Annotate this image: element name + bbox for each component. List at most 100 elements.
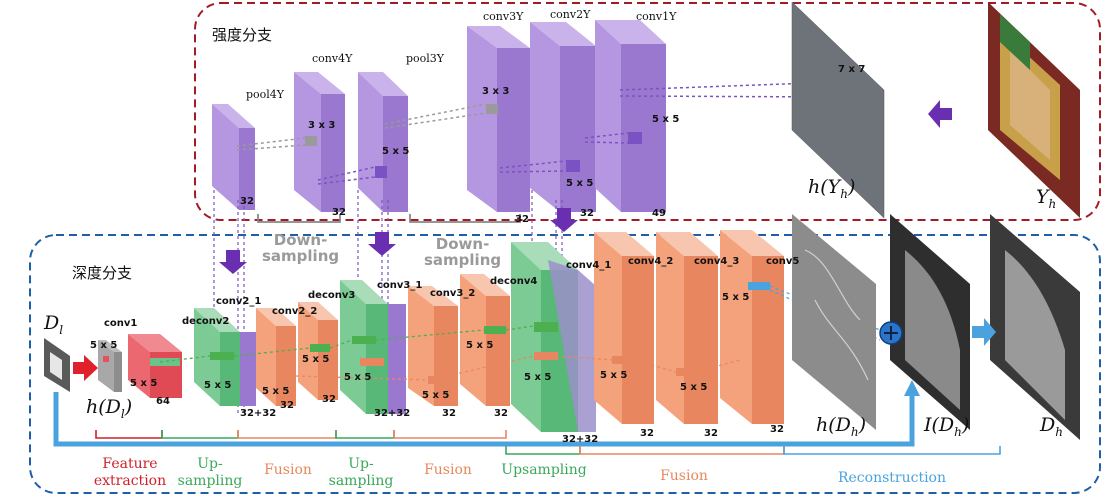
channel-label: 32 [640, 428, 654, 439]
Yh-color-image [988, 2, 1080, 218]
layer-conv3Y [467, 26, 530, 212]
stage-fusion-1: Fusion [264, 462, 312, 478]
kernel-cube [628, 132, 642, 144]
channel-label: 32 [332, 207, 346, 218]
kernel-label: 5 x 5 [382, 146, 410, 157]
h-Dh-image [792, 214, 876, 430]
label-conv1Y: conv1Y [636, 10, 677, 23]
kernel-cube [566, 160, 580, 172]
layer-conv2_2b [298, 302, 338, 400]
hY-feature-image [791, 1, 885, 219]
channel-label: 32 [515, 214, 529, 225]
layer-conv1Y [595, 20, 666, 212]
kernel-label: 5 x 5 [680, 382, 708, 393]
channel-label: 32+32 [240, 408, 277, 419]
stage-reconstruction: Reconstruction [837, 470, 947, 486]
layer-conv1 [98, 340, 122, 392]
channel-label: 32 [704, 428, 718, 439]
channel-label: 32 [442, 408, 456, 419]
down-arrow [219, 250, 247, 274]
kernel-label: 5 x 5 [344, 372, 372, 383]
math-I-Dh: I(Dh) [924, 414, 970, 439]
kernel-label: 3 x 3 [308, 120, 336, 131]
downsampling-label: Down- sampling [424, 235, 502, 269]
label-conv5: conv5 [766, 256, 800, 267]
red-arrow [73, 355, 98, 381]
layer-conv4_2 [656, 232, 718, 424]
math-h-Yh: h(Yh) [808, 176, 856, 201]
layer-conv2_1 [194, 308, 256, 406]
kernel-label: 5 x 5 [524, 372, 552, 383]
I-Dh-image [890, 214, 970, 430]
channel-label: 32 [770, 424, 784, 435]
add-operator [879, 321, 903, 345]
channel-label: 32 [280, 400, 294, 411]
layer-pool4Y [212, 104, 255, 210]
Dh-output-image [990, 214, 1080, 440]
kernel-label: 5 x 5 [90, 340, 118, 351]
math-h-Dl: h(Dl) [86, 396, 133, 421]
depth-branch-label: 深度分支 [72, 264, 133, 282]
kernel-cube [375, 166, 387, 178]
channel-label: 64 [156, 396, 170, 407]
layer-conv4Y [294, 72, 345, 212]
channel-label: 32+32 [562, 434, 599, 445]
layer-pool3Y [358, 72, 408, 212]
layer-deconv4 [511, 242, 596, 432]
kernel-label: 5 x 5 [262, 386, 290, 397]
intensity-branch-label: 强度分支 [212, 26, 273, 44]
label-conv2_1: conv2_1 [216, 296, 262, 307]
kernel-label: 5 x 5 [204, 380, 232, 391]
label-conv3_1: conv3_1 [377, 280, 423, 291]
label-pool4Y: pool4Y [246, 88, 285, 101]
kernel-label: 3 x 3 [482, 86, 510, 97]
label-conv4Y: conv4Y [312, 52, 353, 65]
channel-label: 49 [652, 208, 666, 219]
kernel-label: 5 x 5 [566, 178, 594, 189]
layer-conv3_2a [408, 286, 458, 406]
kernel-label: 5 x 5 [422, 390, 450, 401]
layer-conv3_1 [340, 280, 406, 414]
right-arrow [972, 318, 996, 346]
kernel-label: 5 x 5 [652, 114, 680, 125]
label-conv3Y: conv3Y [483, 10, 524, 23]
down-arrow [550, 208, 578, 232]
label-conv1: conv1 [104, 318, 138, 329]
intensity-branch-box [194, 2, 1101, 221]
kernel-label: 7 x 7 [838, 64, 866, 75]
math-Dh: Dh [1040, 414, 1063, 439]
channel-label: 32 [240, 196, 254, 207]
channel-label: 32 [494, 408, 508, 419]
math-Yh: Yh [1036, 186, 1057, 211]
label-deconv4: deconv4 [490, 276, 538, 287]
channel-label: 32+32 [374, 408, 411, 419]
kernel-label: 5 x 5 [130, 378, 158, 389]
kernel-cube [305, 136, 317, 146]
stage-upsampling-3: Upsampling [501, 462, 587, 478]
kernel-label: 5 x 5 [302, 354, 330, 365]
label-conv3_2: conv3_2 [430, 288, 476, 299]
label-conv4_1: conv4_1 [566, 260, 612, 271]
layer-conv4_1 [594, 232, 654, 424]
layer-deconv2 [128, 334, 182, 398]
layer-conv4_3 [720, 230, 784, 424]
depth-branch-box [29, 234, 1101, 494]
label-deconv2: deconv2 [182, 316, 230, 327]
stage-feature-extraction: Feature extraction [93, 456, 167, 489]
stage-fusion-2: Fusion [424, 462, 472, 478]
channel-label: 32 [580, 208, 594, 219]
kernel-label: 5 x 5 [722, 292, 750, 303]
channel-label: 32 [322, 394, 336, 405]
label-conv2_2: conv2_2 [272, 306, 318, 317]
math-h-Dh: h(Dh) [816, 414, 867, 439]
label-pool3Y: pool3Y [406, 52, 445, 65]
layer-conv2_2a [256, 308, 296, 406]
downsampling-label: Down- sampling [262, 231, 340, 265]
layer-conv3_2b [460, 274, 510, 406]
stage-up-sampling-2: Up- sampling [328, 456, 394, 489]
stage-up-sampling-1: Up- sampling [177, 456, 243, 489]
kernel-label: 5 x 5 [600, 370, 628, 381]
label-conv4_3: conv4_3 [694, 256, 740, 267]
label-deconv3: deconv3 [308, 290, 356, 301]
math-Dl: Dl [44, 312, 64, 337]
